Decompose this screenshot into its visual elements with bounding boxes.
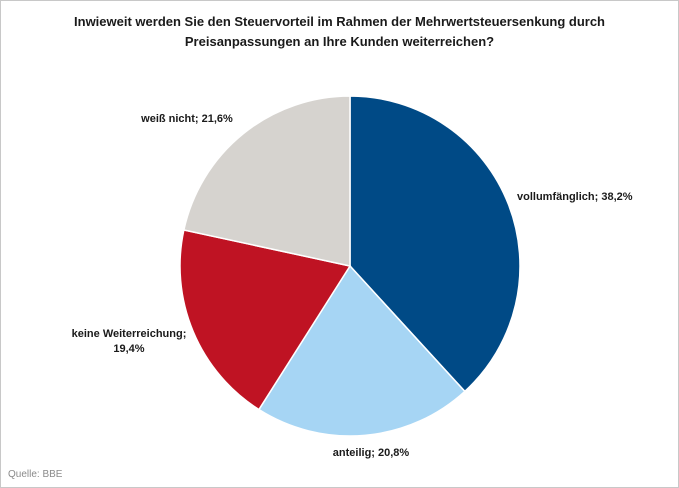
pie-slice-2: [179, 229, 352, 411]
slice-label-0: vollumfänglich; 38,2%: [517, 191, 633, 203]
slice-label-2: keine Weiterreichung; 19,4%: [72, 328, 187, 355]
chart-title-line-1: Inwieweit werden Sie den Steuervorteil i…: [74, 14, 605, 29]
pie-slice-0: [349, 95, 521, 393]
slice-label-0-line-0: vollumfänglich; 38,2%: [517, 191, 633, 203]
pie-slice-1: [257, 264, 466, 437]
slice-label-2-line-1: 19,4%: [113, 343, 144, 355]
slice-label-3: weiß nicht; 21,6%: [140, 113, 233, 125]
pie-slice-3: [182, 95, 351, 267]
chart-title-line-2: Preisanpassungen an Ihre Kunden weiterre…: [184, 34, 495, 49]
source-note: Quelle: BBE: [8, 469, 63, 480]
slice-label-3-line-0: weiß nicht; 21,6%: [140, 113, 233, 125]
slice-label-1-line-0: anteilig; 20,8%: [333, 447, 410, 459]
slice-label-1: anteilig; 20,8%: [333, 447, 410, 459]
slice-label-2-line-0: keine Weiterreichung;: [72, 328, 187, 340]
